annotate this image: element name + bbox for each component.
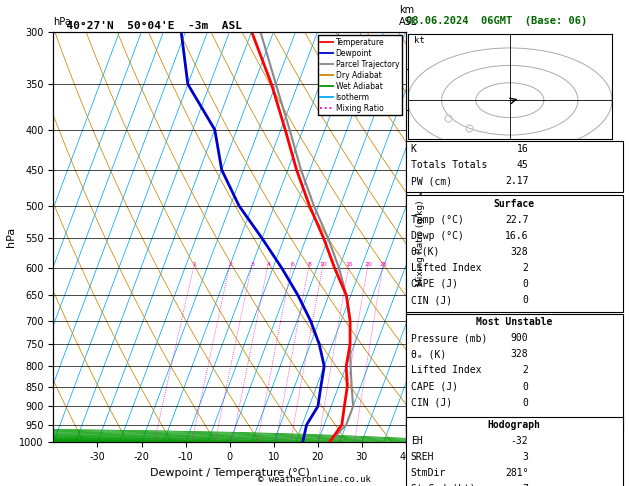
Text: km
ASL: km ASL: [399, 5, 418, 27]
Text: Most Unstable: Most Unstable: [476, 317, 552, 328]
Text: -32: -32: [511, 436, 528, 446]
Text: EH: EH: [411, 436, 423, 446]
Text: 2: 2: [228, 262, 232, 267]
Text: 281°: 281°: [505, 468, 528, 478]
Text: CAPE (J): CAPE (J): [411, 279, 458, 289]
Text: 7: 7: [523, 484, 528, 486]
Text: 15: 15: [345, 262, 353, 267]
Text: Lifted Index: Lifted Index: [411, 365, 481, 376]
Text: 8: 8: [308, 262, 311, 267]
Text: Dewp (°C): Dewp (°C): [411, 231, 464, 241]
Text: Pressure (mb): Pressure (mb): [411, 333, 487, 344]
Text: 1: 1: [193, 262, 197, 267]
Text: Totals Totals: Totals Totals: [411, 160, 487, 171]
Text: 0: 0: [523, 382, 528, 392]
Text: K: K: [411, 144, 416, 155]
Text: 328: 328: [511, 349, 528, 360]
Text: θₑ (K): θₑ (K): [411, 349, 446, 360]
Text: Surface: Surface: [494, 199, 535, 209]
Text: Mixing Ratio (g/kg): Mixing Ratio (g/kg): [416, 200, 425, 286]
Text: 0: 0: [523, 295, 528, 305]
Text: Temp (°C): Temp (°C): [411, 215, 464, 225]
Y-axis label: hPa: hPa: [6, 227, 16, 247]
Text: CIN (J): CIN (J): [411, 398, 452, 408]
Text: CAPE (J): CAPE (J): [411, 382, 458, 392]
Text: 4: 4: [267, 262, 270, 267]
Text: θₑ(K): θₑ(K): [411, 247, 440, 257]
Text: PW (cm): PW (cm): [411, 176, 452, 187]
Legend: Temperature, Dewpoint, Parcel Trajectory, Dry Adiabat, Wet Adiabat, Isotherm, Mi: Temperature, Dewpoint, Parcel Trajectory…: [318, 35, 402, 115]
Text: 2: 2: [523, 365, 528, 376]
Text: © weatheronline.co.uk: © weatheronline.co.uk: [258, 474, 371, 484]
Text: StmDir: StmDir: [411, 468, 446, 478]
Y-axis label: km
ASL: km ASL: [427, 215, 445, 237]
Text: 2.17: 2.17: [505, 176, 528, 187]
Text: 16: 16: [516, 144, 528, 155]
Text: SREH: SREH: [411, 452, 434, 462]
Text: 328: 328: [511, 247, 528, 257]
Text: 08.06.2024  06GMT  (Base: 06): 08.06.2024 06GMT (Base: 06): [406, 16, 587, 26]
Text: 0: 0: [523, 279, 528, 289]
Text: 0: 0: [523, 398, 528, 408]
Text: StmSpd (kt): StmSpd (kt): [411, 484, 476, 486]
Text: hPa: hPa: [53, 17, 71, 27]
Text: LCL: LCL: [411, 52, 426, 61]
Text: 900: 900: [511, 333, 528, 344]
Text: 2: 2: [523, 263, 528, 273]
X-axis label: Dewpoint / Temperature (°C): Dewpoint / Temperature (°C): [150, 468, 309, 478]
Text: CIN (J): CIN (J): [411, 295, 452, 305]
Text: 3: 3: [523, 452, 528, 462]
Text: 6: 6: [291, 262, 294, 267]
Text: 45: 45: [516, 160, 528, 171]
Text: 40°27'N  50°04'E  -3m  ASL: 40°27'N 50°04'E -3m ASL: [53, 21, 242, 31]
Text: Hodograph: Hodograph: [487, 420, 541, 430]
Text: 3: 3: [250, 262, 254, 267]
Text: kt: kt: [415, 36, 425, 45]
Text: 25: 25: [379, 262, 387, 267]
Text: 16.6: 16.6: [505, 231, 528, 241]
Text: Lifted Index: Lifted Index: [411, 263, 481, 273]
Text: 22.7: 22.7: [505, 215, 528, 225]
Text: 20: 20: [364, 262, 372, 267]
Text: 10: 10: [320, 262, 327, 267]
